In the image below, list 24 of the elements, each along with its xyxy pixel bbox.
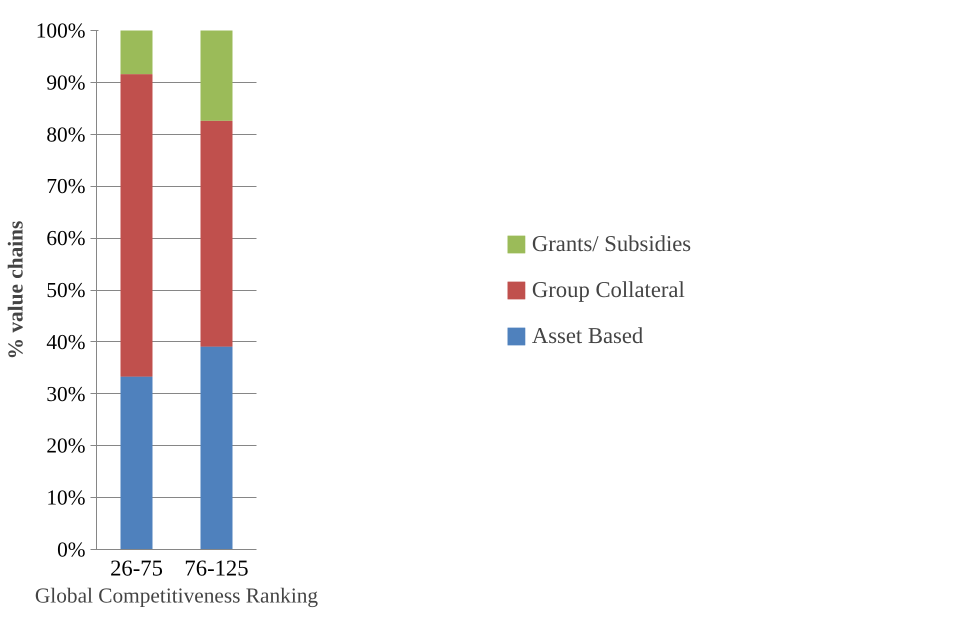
y-tick-label: 90% [46, 70, 86, 94]
x-tick-label: 26-75 [110, 556, 163, 580]
y-axis-title: % value chains [4, 220, 28, 360]
y-tick-label: 20% [46, 434, 86, 458]
y-tick-label: 80% [46, 122, 86, 146]
y-tick-label: 100% [36, 18, 86, 42]
y-tick-label: 0% [57, 538, 86, 562]
bar [120, 30, 152, 74]
legend-label: Grants/ Subsidies [532, 230, 692, 256]
legend-label: Asset Based [532, 322, 644, 348]
bar [120, 376, 152, 550]
x-tick-label: 76-125 [184, 556, 249, 580]
y-tick-label: 40% [46, 330, 86, 354]
bar [200, 30, 232, 121]
y-tick-label: 60% [46, 226, 86, 250]
x-axis-title: Global Competitiveness Ranking [34, 584, 318, 608]
y-tick-label: 70% [46, 174, 86, 198]
y-tick-label: 50% [46, 278, 86, 302]
y-tick-label: 10% [46, 486, 86, 510]
bar [200, 346, 232, 550]
bar [200, 120, 232, 347]
y-tick-label: 30% [46, 382, 86, 406]
bar [120, 74, 152, 377]
legend-label: Group Collateral [532, 276, 685, 302]
